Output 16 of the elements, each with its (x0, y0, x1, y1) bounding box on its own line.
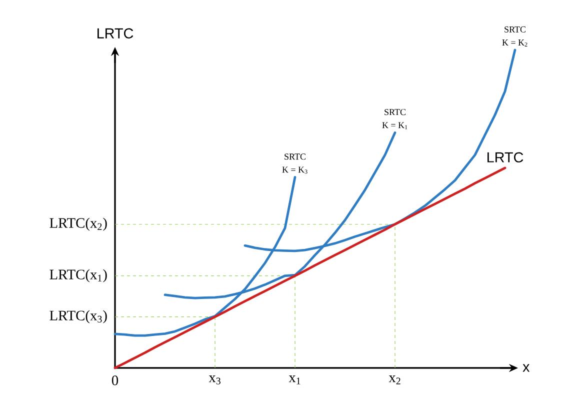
x-tick-label: x$_{1}$ (288, 376, 300, 384)
text: SRTC (504, 26, 526, 32)
x-tick-label: x$_{2}$ (388, 376, 400, 384)
ref-line-label: LRTC(x$_{2}$) (50, 218, 107, 231)
annotation: K = K$_{1}$ (382, 122, 408, 130)
y-axis-title: LRTC (98, 28, 134, 38)
text: K = K$_{2}$ (502, 40, 528, 46)
text: SRTC (284, 154, 306, 160)
series-label: LRTC (488, 152, 524, 162)
ref-line-label: LRTC(x$_{3}$) (50, 310, 107, 324)
x-tick-label: 0 (112, 376, 118, 386)
text: SRTC (384, 109, 406, 116)
ref-line-label: LRTC(x$_{1}$) (50, 269, 107, 282)
x-tick-label: x$_{3}$ (208, 376, 220, 384)
annotation: K = K$_{3}$ (282, 166, 308, 174)
x-axis-title: x (522, 364, 530, 372)
